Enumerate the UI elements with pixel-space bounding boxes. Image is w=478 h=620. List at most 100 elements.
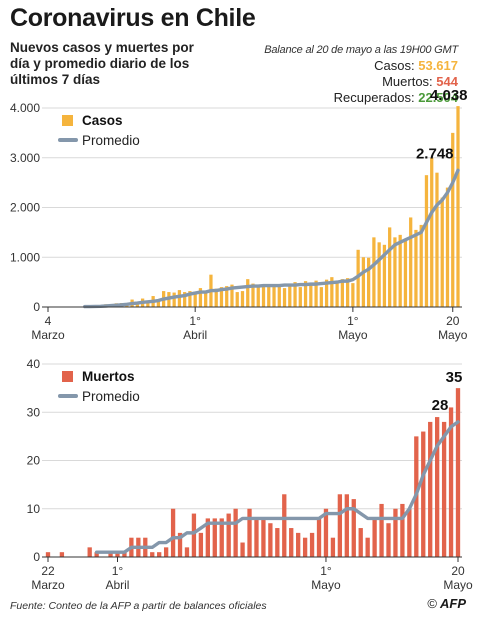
muertos-x-tick-label: Marzo bbox=[31, 578, 65, 592]
casos-y-tick-label: 2.000 bbox=[10, 201, 40, 215]
casos-bar bbox=[235, 292, 239, 307]
casos-bar bbox=[188, 291, 192, 307]
casos-bar bbox=[246, 279, 250, 307]
muertos-label: Muertos: bbox=[382, 74, 433, 89]
muertos-bar bbox=[302, 537, 308, 557]
casos-x-tick-label: Marzo bbox=[31, 328, 65, 342]
casos-bar bbox=[403, 239, 408, 307]
balance-muertos: Muertos: 544 bbox=[264, 74, 458, 90]
casos-bar bbox=[309, 283, 313, 307]
muertos-bar bbox=[170, 508, 176, 557]
casos-bar bbox=[314, 280, 318, 307]
casos-bar bbox=[419, 224, 423, 307]
logo-text: AFP bbox=[440, 596, 466, 611]
casos-bar bbox=[382, 244, 387, 307]
muertos-bar bbox=[122, 552, 127, 557]
muertos-bar bbox=[157, 552, 162, 557]
muertos-bar bbox=[365, 537, 370, 557]
casos-x-tick-label: 4 bbox=[45, 314, 52, 328]
casos-y-tick-label: 1.000 bbox=[10, 250, 40, 264]
muertos-x-tick-label: 20 bbox=[451, 564, 465, 578]
casos-bar bbox=[388, 227, 392, 307]
muertos-bar bbox=[150, 552, 155, 557]
muertos-x-tick-label: Mayo bbox=[443, 578, 473, 592]
muertos-bar bbox=[115, 552, 120, 557]
casos-bar bbox=[335, 282, 339, 307]
muertos-bar bbox=[379, 503, 384, 557]
casos-bar bbox=[261, 285, 266, 307]
casos-bar bbox=[319, 287, 323, 307]
muertos-value: 544 bbox=[436, 74, 458, 89]
muertos-y-tick-label: 0 bbox=[33, 550, 40, 564]
casos-bar bbox=[183, 292, 187, 307]
muertos-bar bbox=[372, 518, 377, 557]
muertos-bar bbox=[344, 494, 349, 557]
casos-bar bbox=[445, 187, 450, 307]
casos-bar bbox=[430, 157, 434, 307]
casos-bar bbox=[277, 284, 281, 307]
muertos-annotation-label: 35 bbox=[446, 369, 463, 386]
muertos-bar bbox=[212, 518, 217, 557]
muertos-bar bbox=[108, 552, 113, 557]
casos-bar bbox=[367, 257, 371, 307]
muertos-y-tick-label: 40 bbox=[27, 357, 41, 371]
muertos-bar bbox=[282, 494, 287, 557]
muertos-bar bbox=[226, 513, 231, 557]
muertos-bar bbox=[455, 388, 461, 557]
casos-bar bbox=[256, 287, 260, 307]
casos-annotation-label: 4.038 bbox=[430, 87, 468, 104]
casos-bar bbox=[282, 288, 287, 307]
muertos-bar bbox=[275, 528, 280, 557]
source-footer: Fuente: Conteo de la AFP a partir de bal… bbox=[10, 600, 267, 612]
muertos-bar bbox=[434, 417, 440, 557]
casos-annotation-label: 2.748 bbox=[416, 145, 454, 162]
casos-y-tick-label: 3.000 bbox=[10, 151, 40, 165]
casos-bar bbox=[267, 284, 271, 307]
casos-x-tick-label: Abril bbox=[183, 328, 207, 342]
muertos-bar bbox=[289, 528, 294, 557]
muertos-x-tick-label: 1° bbox=[112, 564, 124, 578]
casos-bar bbox=[156, 300, 161, 307]
casos-bar bbox=[351, 283, 355, 307]
casos-x-tick-label: Mayo bbox=[438, 328, 468, 342]
muertos-bar bbox=[45, 552, 51, 557]
casos-bar bbox=[219, 287, 224, 307]
muertos-bar bbox=[59, 552, 65, 557]
casos-bar bbox=[440, 197, 444, 307]
muertos-bar bbox=[421, 431, 426, 557]
recuperados-label: Recuperados: bbox=[333, 90, 415, 105]
casos-bar bbox=[230, 284, 234, 307]
muertos-bar bbox=[400, 503, 405, 557]
muertos-x-tick-label: Abril bbox=[105, 578, 129, 592]
afp-logo: © AFP bbox=[427, 596, 466, 611]
muertos-bar bbox=[198, 532, 204, 557]
chart-title: Coronavirus en Chile bbox=[10, 4, 256, 32]
muertos-y-tick-label: 10 bbox=[27, 502, 41, 516]
casos-bar bbox=[398, 234, 402, 307]
muertos-bar bbox=[330, 537, 336, 557]
muertos-bar bbox=[351, 499, 356, 557]
muertos-legend-label: Promedio bbox=[82, 389, 140, 404]
casos-promedio-line bbox=[83, 168, 460, 309]
casos-value: 53.617 bbox=[418, 58, 458, 73]
casos-legend-label: Promedio bbox=[82, 133, 140, 148]
muertos-chart: 01020304022Marzo1°Abril1°Mayo20Mayo3528M… bbox=[27, 357, 473, 592]
muertos-bar bbox=[240, 542, 245, 557]
casos-chart: 01.0002.0003.0004.0004Marzo1°Abril1°Mayo… bbox=[10, 87, 468, 342]
muertos-x-tick-label: Mayo bbox=[311, 578, 341, 592]
casos-bar bbox=[361, 257, 366, 307]
copyright-symbol: © bbox=[427, 596, 437, 611]
muertos-bar bbox=[323, 508, 329, 557]
muertos-annotation-label: 28 bbox=[432, 397, 449, 414]
muertos-bar bbox=[316, 518, 322, 557]
casos-x-tick-label: Mayo bbox=[338, 328, 368, 342]
casos-y-tick-label: 4.000 bbox=[10, 101, 40, 115]
casos-bar bbox=[345, 278, 350, 307]
casos-y-tick-label: 0 bbox=[33, 300, 40, 314]
muertos-bar bbox=[448, 407, 454, 557]
muertos-bar bbox=[407, 508, 412, 557]
muertos-bar bbox=[441, 421, 447, 557]
casos-x-tick-label: 1° bbox=[347, 314, 359, 328]
muertos-bar bbox=[254, 518, 259, 557]
muertos-bar bbox=[205, 518, 210, 557]
